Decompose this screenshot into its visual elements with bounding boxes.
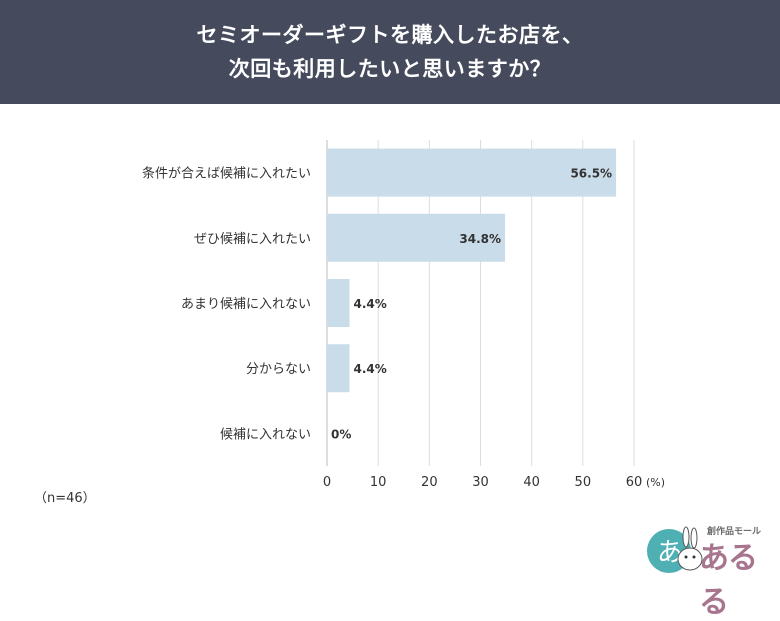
brand-logo: あ 創作品モール あるる [643,521,768,620]
category-label: 候補に入れない [220,427,311,442]
value-label: 34.8% [459,232,501,246]
x-tick-label: 40 [523,475,540,490]
x-tick-label: 50 [575,475,592,490]
category-label: ぜひ候補に入れたい [194,232,311,247]
value-label: 0% [331,427,351,441]
category-label: 分からない [246,362,311,377]
x-tick-label: 20 [421,475,438,490]
header-banner: セミオーダーギフトを購入したお店を、 次回も利用したいと思いますか？ [0,0,780,104]
bar-chart: 条件が合えば候補に入れたい 56.5% ぜひ候補に入れたい 34.8% あまり候補に入れ… [142,140,665,490]
x-tick-label: 10 [370,475,387,490]
value-label: 4.4% [354,297,387,311]
category-label: あまり候補に入れない [181,297,311,312]
value-label: 4.4% [354,362,387,376]
category-label: 条件が合えば候補に入れたい [142,166,311,182]
logo-badge-icon: あ [647,526,703,573]
logo-brand-text: あるる [699,541,758,620]
title-line-2: 次回も利用したいと思いますか？ [228,57,552,81]
title-line-1: セミオーダーギフトを購入したお店を、 [196,23,584,47]
bar [327,148,617,197]
x-tick-label: 0 [323,475,331,490]
bar [327,279,350,327]
x-tick-label: 30 [472,475,489,490]
value-label: 56.5% [570,167,612,181]
sample-size-note: （n=46） [34,491,96,506]
bar [327,344,350,393]
x-tick-label: 60 [626,475,643,490]
logo-small-text: 創作品モール [707,527,762,537]
x-unit-label: (%) [646,476,665,489]
bar [327,213,506,262]
